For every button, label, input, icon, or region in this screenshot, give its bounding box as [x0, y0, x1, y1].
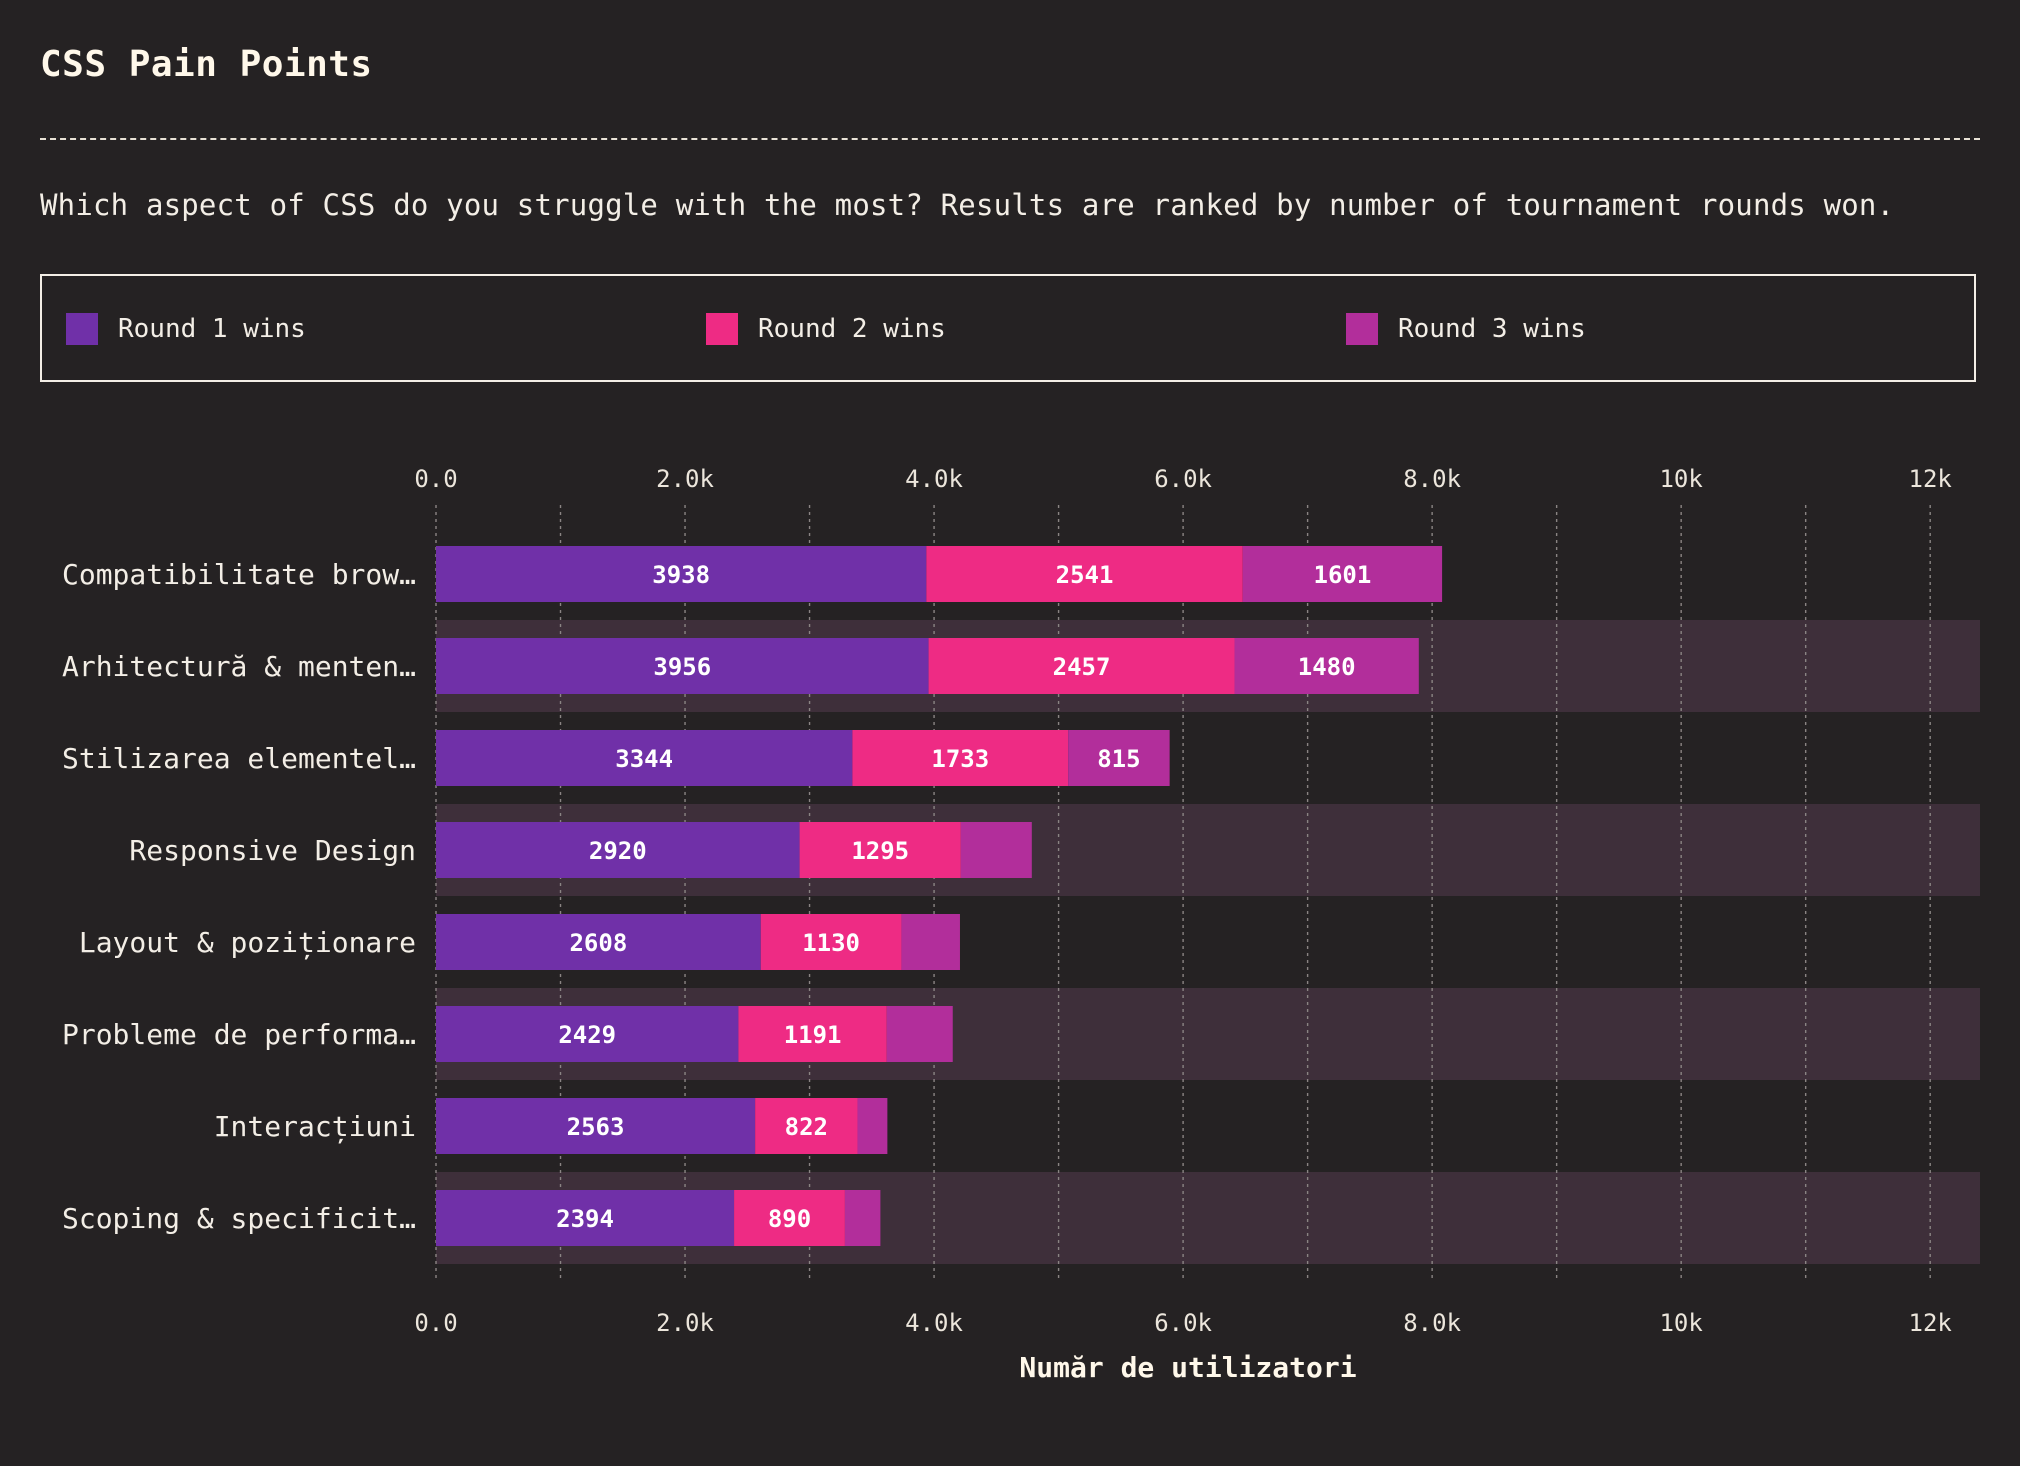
category-label-layout-pozi-ionare: Layout & poziționare — [79, 926, 416, 960]
category-label-responsive-design: Responsive Design — [129, 834, 416, 867]
bar-round-1-wins-7 — [436, 1190, 735, 1246]
value-label-round-1-wins-6: 2563 — [567, 1113, 625, 1141]
x-tick-bottom-8000: 8.0k — [1403, 1309, 1461, 1337]
legend-item-round-3[interactable]: Round 3 wins — [1346, 312, 1586, 346]
bar-round-2-wins-2 — [852, 730, 1069, 786]
bar-round-3-wins-0 — [1242, 546, 1443, 602]
title-divider — [40, 138, 1980, 140]
legend-label-round-1: Round 1 wins — [118, 314, 306, 344]
legend-label-round-2: Round 2 wins — [758, 314, 946, 344]
legend-swatch-round-2 — [706, 313, 738, 345]
x-tick-top-4000: 4.0k — [905, 465, 963, 493]
category-label-scoping-specificit: Scoping & specificit… — [62, 1202, 416, 1235]
value-label-round-1-wins-5: 2429 — [558, 1021, 616, 1049]
bar-round-1-wins-1 — [436, 638, 929, 694]
bar-round-3-wins-1 — [1234, 638, 1419, 694]
bar-round-3-wins-4 — [901, 914, 960, 970]
x-tick-bottom-6000: 6.0k — [1154, 1309, 1212, 1337]
value-label-round-3-wins-1: 1480 — [1298, 653, 1356, 681]
bar-round-1-wins-4 — [436, 914, 761, 970]
bar-round-3-wins-6 — [857, 1098, 888, 1154]
bar-round-2-wins-0 — [926, 546, 1243, 602]
bar-round-2-wins-3 — [799, 822, 961, 878]
x-axis-title: Număr de utilizatori — [1019, 1351, 1356, 1384]
value-label-round-1-wins-2: 3344 — [615, 745, 673, 773]
bar-round-3-wins-7 — [844, 1190, 881, 1246]
legend: Round 1 wins Round 2 wins Round 3 wins — [40, 274, 1976, 382]
legend-swatch-round-1 — [66, 313, 98, 345]
category-label-arhitectur-menten: Arhitectură & menten… — [62, 650, 416, 683]
legend-item-round-2[interactable]: Round 2 wins — [706, 312, 946, 346]
category-label-probleme-de-performa: Probleme de performa… — [62, 1018, 416, 1051]
legend-label-round-3: Round 3 wins — [1398, 314, 1586, 344]
legend-swatch-round-3 — [1346, 313, 1378, 345]
value-label-round-3-wins-0: 1601 — [1314, 561, 1372, 589]
value-label-round-2-wins-2: 1733 — [931, 745, 989, 773]
x-tick-top-12000: 12k — [1909, 465, 1953, 493]
bar-round-1-wins-3 — [436, 822, 800, 878]
bar-round-3-wins-2 — [1068, 730, 1170, 786]
bar-round-3-wins-3 — [960, 822, 1032, 878]
bar-round-1-wins-6 — [436, 1098, 756, 1154]
value-label-round-2-wins-1: 2457 — [1053, 653, 1111, 681]
value-label-round-1-wins-4: 2608 — [569, 929, 627, 957]
chart-subtitle: Which aspect of CSS do you struggle with… — [40, 188, 1895, 222]
x-tick-bottom-12000: 12k — [1909, 1309, 1953, 1337]
bar-round-2-wins-1 — [928, 638, 1235, 694]
category-label-stilizarea-elementel: Stilizarea elementel… — [62, 742, 416, 775]
x-tick-top-6000: 6.0k — [1154, 465, 1212, 493]
value-label-round-1-wins-1: 3956 — [653, 653, 711, 681]
value-label-round-2-wins-3: 1295 — [851, 837, 909, 865]
category-label-interac-iuni: Interacțiuni — [214, 1110, 416, 1144]
value-label-round-1-wins-0: 3938 — [652, 561, 710, 589]
bar-round-2-wins-6 — [755, 1098, 858, 1154]
value-label-round-2-wins-6: 822 — [785, 1113, 828, 1141]
bar-round-1-wins-0 — [436, 546, 927, 602]
bar-round-3-wins-5 — [886, 1006, 953, 1062]
value-label-round-2-wins-5: 1191 — [784, 1021, 842, 1049]
bar-round-2-wins-4 — [760, 914, 902, 970]
value-label-round-3-wins-2: 815 — [1097, 745, 1140, 773]
value-label-round-2-wins-4: 1130 — [802, 929, 860, 957]
bar-round-2-wins-7 — [734, 1190, 845, 1246]
bar-round-1-wins-2 — [436, 730, 853, 786]
bar-round-1-wins-5 — [436, 1006, 739, 1062]
legend-item-round-1[interactable]: Round 1 wins — [66, 312, 306, 346]
x-tick-top-2000: 2.0k — [656, 465, 714, 493]
x-tick-top-0: 0.0 — [414, 465, 457, 493]
value-label-round-1-wins-3: 2920 — [589, 837, 647, 865]
category-label-compatibilitate-brow: Compatibilitate brow… — [62, 558, 416, 591]
x-tick-bottom-4000: 4.0k — [905, 1309, 963, 1337]
bar-round-2-wins-5 — [738, 1006, 887, 1062]
value-label-round-2-wins-0: 2541 — [1056, 561, 1114, 589]
value-label-round-1-wins-7: 2394 — [556, 1205, 614, 1233]
x-tick-bottom-0: 0.0 — [414, 1309, 457, 1337]
x-tick-bottom-2000: 2.0k — [656, 1309, 714, 1337]
value-label-round-2-wins-7: 890 — [768, 1205, 811, 1233]
x-tick-top-10000: 10k — [1659, 465, 1703, 493]
x-tick-bottom-10000: 10k — [1659, 1309, 1703, 1337]
x-tick-top-8000: 8.0k — [1403, 465, 1461, 493]
chart-title: CSS Pain Points — [40, 44, 373, 85]
